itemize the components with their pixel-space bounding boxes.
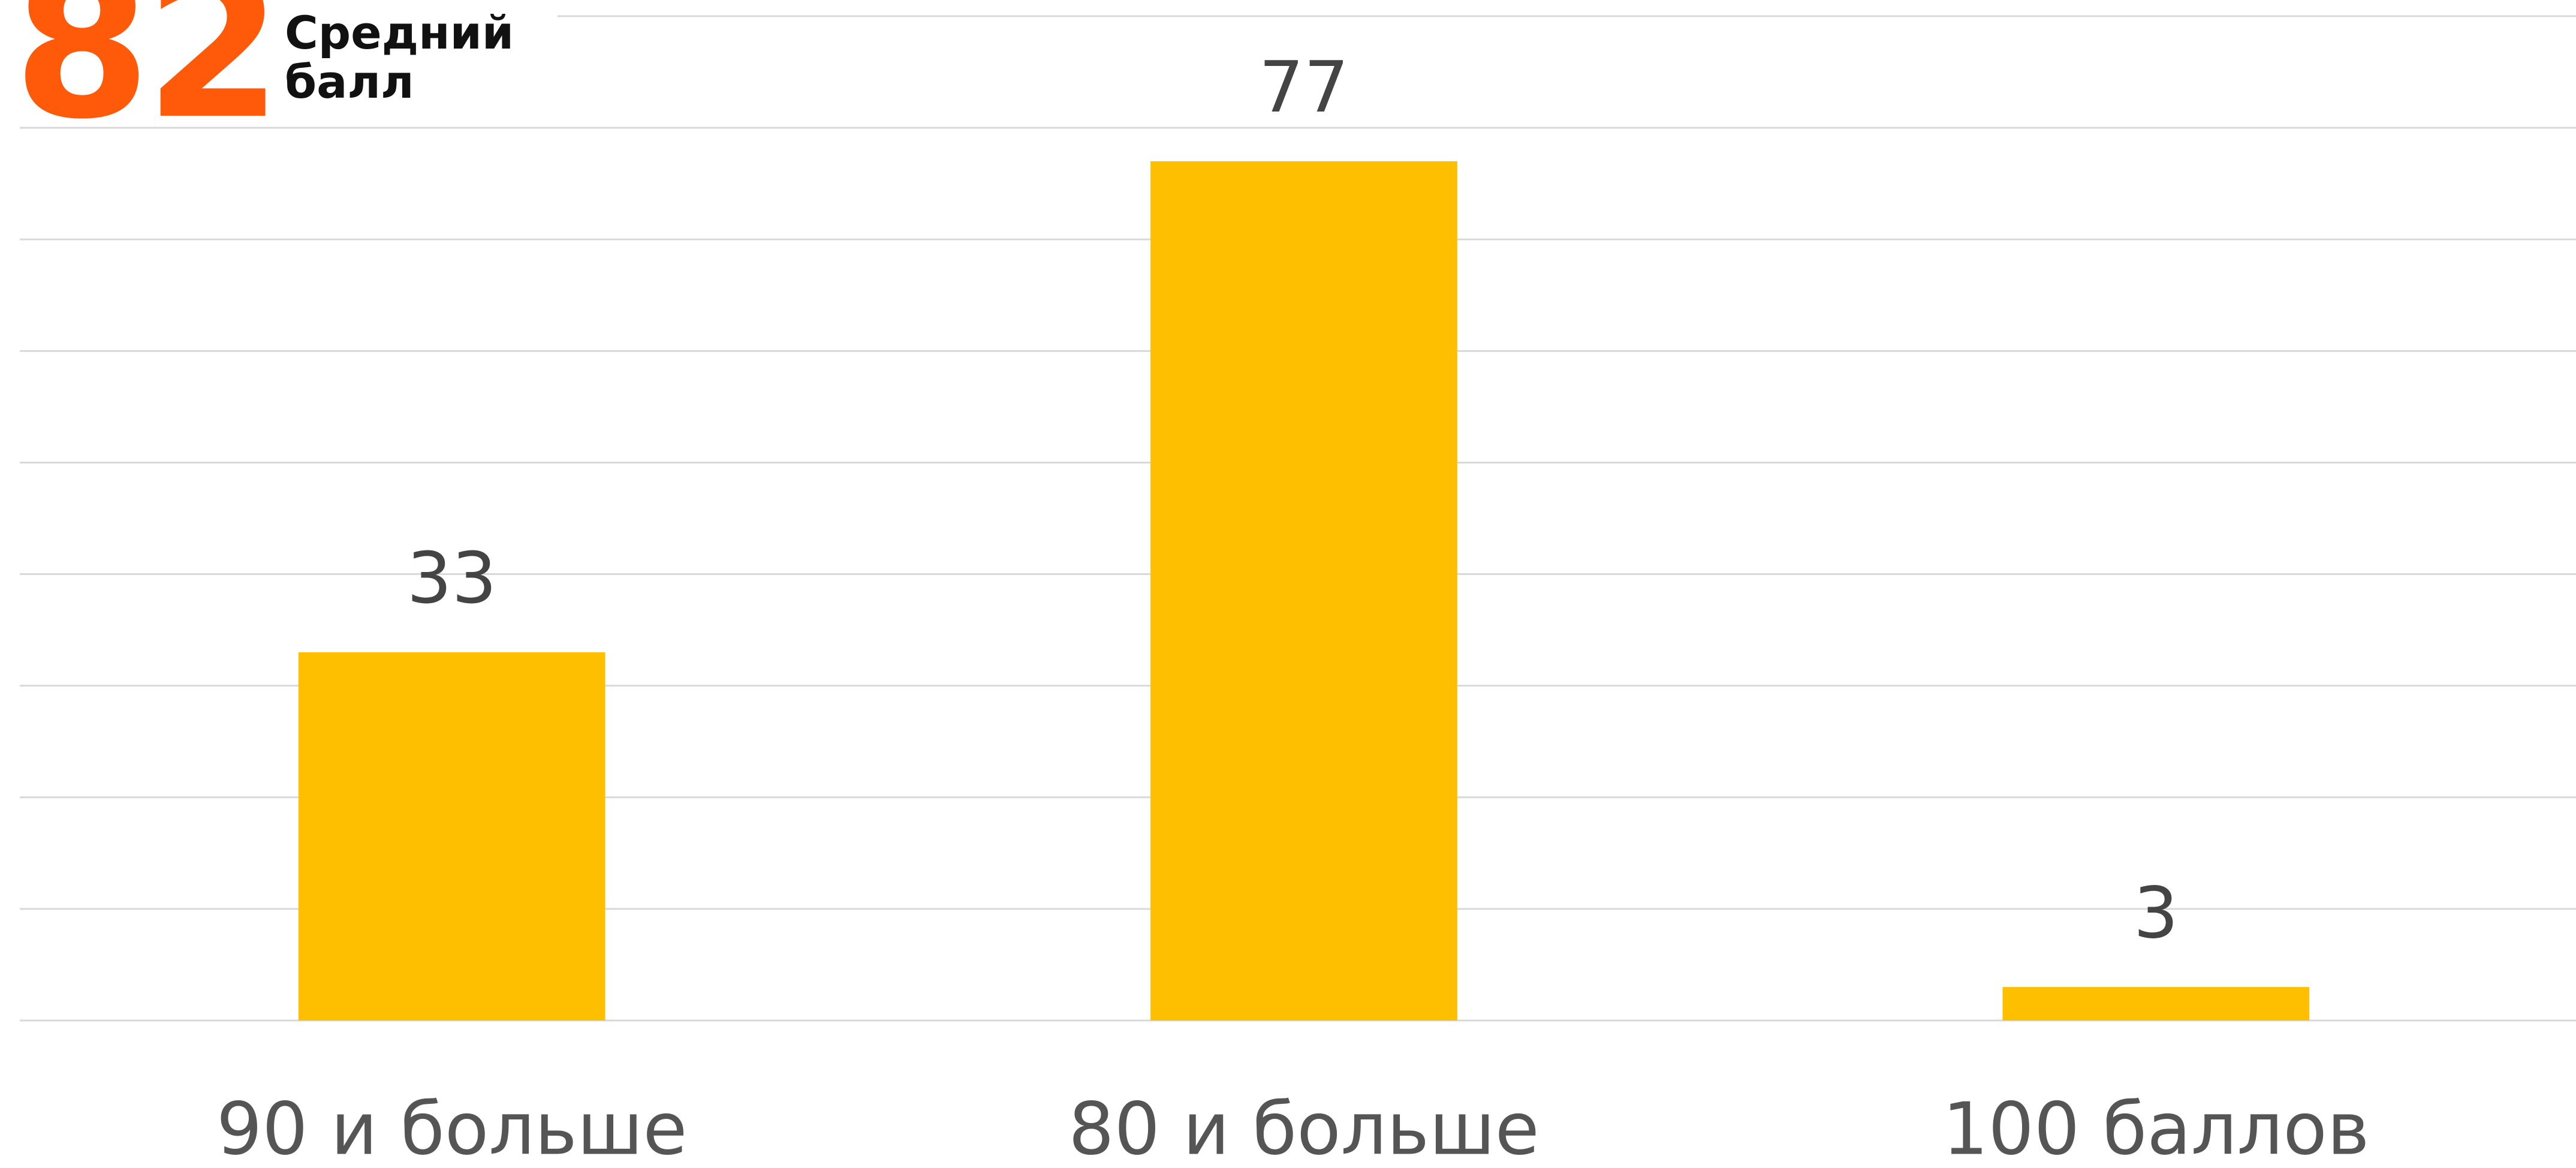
bar xyxy=(1150,161,1457,1021)
average-label: Средний балл xyxy=(285,6,514,109)
x-tick-label: 100 баллов xyxy=(1942,1088,2369,1168)
average-value: 82 xyxy=(13,0,282,123)
value-label: 77 xyxy=(1259,46,1349,128)
x-tick-label: 90 и больше xyxy=(216,1088,687,1168)
value-label: 3 xyxy=(2134,871,2179,954)
bar xyxy=(298,652,605,1021)
bar xyxy=(2002,987,2310,1021)
x-tick-label: 80 и больше xyxy=(1068,1088,1539,1168)
value-label: 33 xyxy=(407,537,497,619)
average-badge: 82 Средний балл xyxy=(0,0,558,123)
